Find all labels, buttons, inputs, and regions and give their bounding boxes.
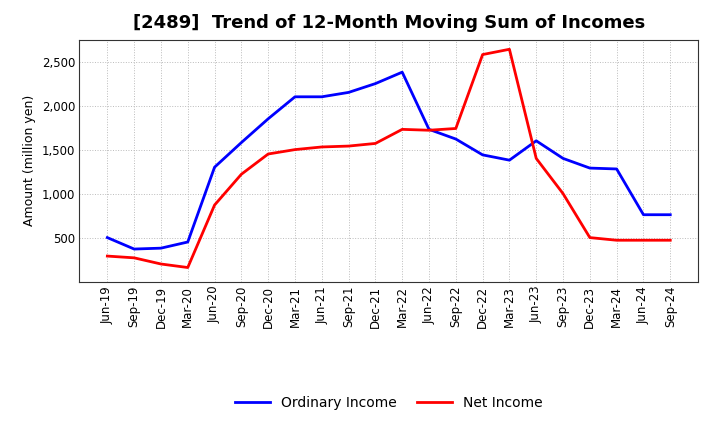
Ordinary Income (103, 235, 112, 240)
Net Income (344, 143, 353, 149)
Net Income (478, 52, 487, 57)
Ordinary Income (157, 246, 166, 251)
Net Income (184, 265, 192, 270)
Ordinary Income (237, 140, 246, 145)
Ordinary Income (612, 166, 621, 172)
Legend: Ordinary Income, Net Income: Ordinary Income, Net Income (229, 390, 549, 415)
Net Income (585, 235, 594, 240)
Ordinary Income (585, 165, 594, 171)
Ordinary Income (210, 165, 219, 170)
Ordinary Income (532, 138, 541, 143)
Net Income (639, 238, 648, 243)
Net Income (264, 151, 272, 157)
Ordinary Income (130, 246, 138, 252)
Net Income (371, 141, 379, 146)
Ordinary Income (559, 156, 567, 161)
Net Income (559, 191, 567, 196)
Net Income (237, 172, 246, 177)
Net Income (398, 127, 407, 132)
Net Income (318, 144, 326, 150)
Net Income (291, 147, 300, 152)
Ordinary Income (291, 94, 300, 99)
Ordinary Income (425, 127, 433, 132)
Net Income (451, 126, 460, 131)
Ordinary Income (451, 136, 460, 142)
Net Income (157, 261, 166, 267)
Ordinary Income (344, 90, 353, 95)
Y-axis label: Amount (million yen): Amount (million yen) (23, 95, 36, 226)
Title: [2489]  Trend of 12-Month Moving Sum of Incomes: [2489] Trend of 12-Month Moving Sum of I… (132, 15, 645, 33)
Net Income (505, 47, 514, 52)
Line: Net Income: Net Income (107, 49, 670, 268)
Ordinary Income (666, 212, 675, 217)
Ordinary Income (639, 212, 648, 217)
Net Income (612, 238, 621, 243)
Ordinary Income (184, 239, 192, 245)
Line: Ordinary Income: Ordinary Income (107, 72, 670, 249)
Ordinary Income (398, 70, 407, 75)
Ordinary Income (505, 158, 514, 163)
Net Income (532, 156, 541, 161)
Net Income (103, 253, 112, 259)
Ordinary Income (264, 116, 272, 121)
Net Income (210, 202, 219, 208)
Ordinary Income (318, 94, 326, 99)
Ordinary Income (371, 81, 379, 86)
Net Income (666, 238, 675, 243)
Ordinary Income (478, 152, 487, 158)
Net Income (425, 128, 433, 133)
Net Income (130, 255, 138, 260)
